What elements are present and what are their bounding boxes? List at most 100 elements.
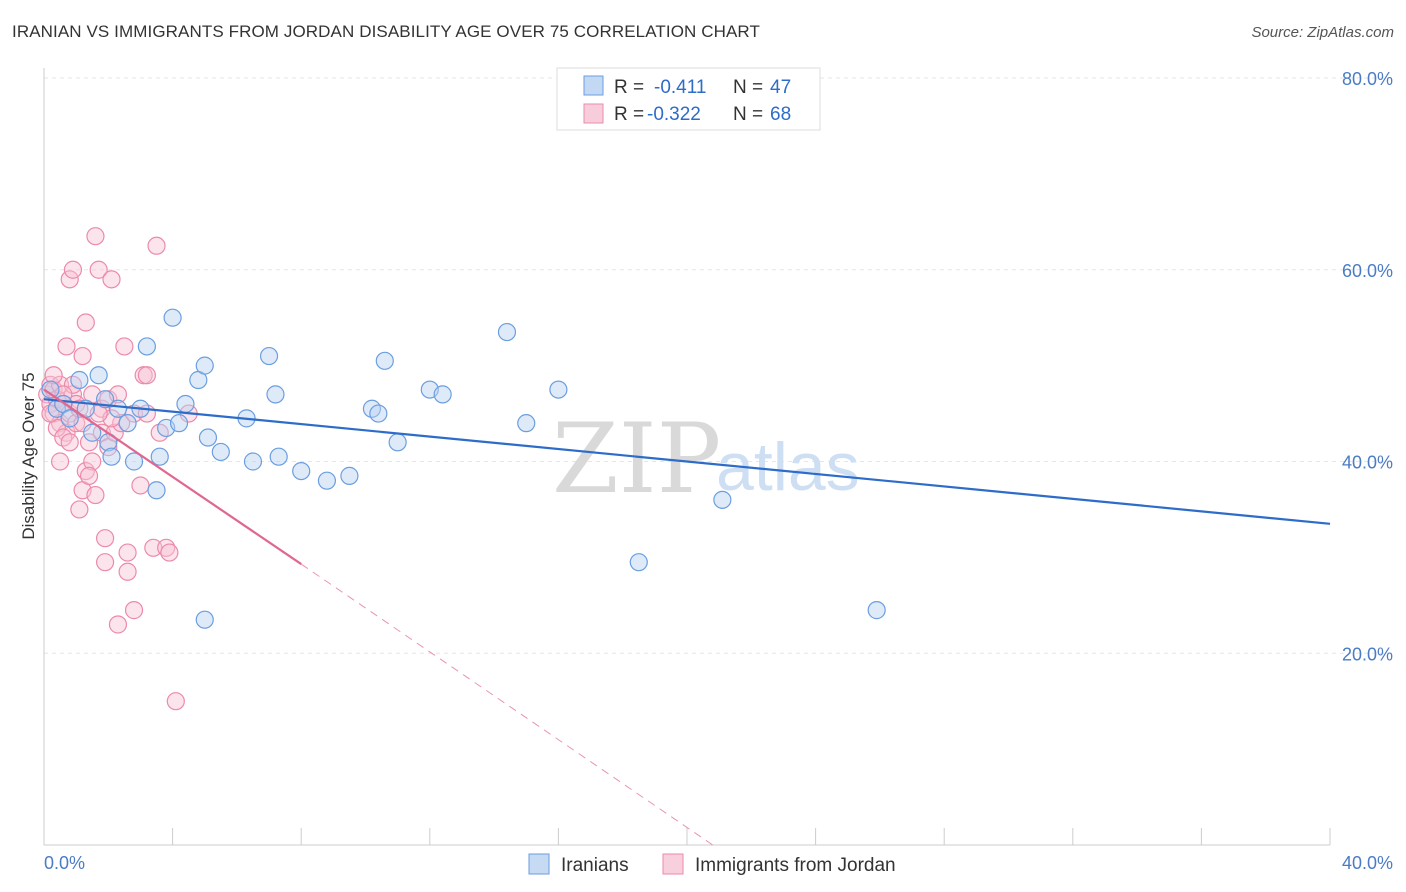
iranians-point [433,385,452,404]
iranians-point [629,553,648,572]
jordan-point [73,346,92,366]
iranians-point [340,466,359,485]
legend-r-value-iranians: -0.411 [654,77,706,98]
legend-swatch-iranians [583,75,604,96]
legend-r-label-iranians: R = [614,77,644,98]
watermark-zip: ZIP [552,403,721,515]
jordan-point [95,529,115,548]
iranians-point [713,490,732,509]
jordan-point [166,692,185,711]
iranians-point [292,461,311,481]
iranians-point [388,433,407,452]
y-tick-label: 40.0% [1342,453,1393,473]
iranians-point [198,428,218,447]
correlation-legend: R = -0.411 N = 47 R = -0.322 N = 68 [556,67,821,131]
jordan-point [60,270,79,289]
jordan-point [147,236,166,255]
jordan-point [57,337,76,356]
iranians-point [41,380,60,399]
iranians-point [147,481,166,500]
jordan-point [44,366,63,385]
iranians-point [211,442,230,462]
jordan-point [86,227,105,246]
jordan-point [60,433,79,452]
jordan-point [137,366,156,385]
chart-title: IRANIAN VS IMMIGRANTS FROM JORDAN DISABI… [12,22,760,41]
iranians-point [169,414,189,433]
jordan-point [89,260,108,279]
legend-swatch-jordan-bottom [662,853,684,875]
jordan-point [108,615,128,634]
watermark: ZIP atlas [552,403,860,515]
y-axis-title: Disability Age Over 75 [19,372,38,539]
jordan-point [160,543,179,562]
jordan-point [102,270,121,289]
legend-swatch-iranians-bottom [528,853,550,875]
jordan-point [157,538,176,557]
iranians-point [118,414,137,433]
iranians-point [549,380,568,399]
iranians-point [102,447,121,466]
jordan-point [57,423,76,442]
jordan-point [131,476,150,495]
jordan-point [118,562,137,581]
iranians-point [867,601,886,620]
trend-lines [43,388,1331,846]
jordan-point [70,500,89,519]
iranians-point [195,610,214,629]
iranians-point [517,414,536,433]
iranians-point [150,447,169,466]
iranians-point [89,366,108,385]
y-tick-label: 60.0% [1342,261,1393,281]
source-label: Source: ZipAtlas.com [1251,24,1394,41]
iranians-point [266,385,285,404]
jordan-point [86,485,105,505]
jordan-point [79,466,99,485]
legend-r-label-jordan: R = [614,104,644,125]
jordan-point [95,553,115,572]
iranians-point [243,452,263,471]
jordan-point [76,313,95,332]
axes [43,68,1331,846]
legend-label-iranians: Iranians [561,855,629,876]
iranians-point [60,409,79,428]
jordan-point [50,452,70,471]
iranians-point [70,370,89,390]
jordan-point [63,260,83,279]
y-tick-label: 80.0% [1342,69,1393,89]
jordan-point [50,375,70,394]
iranians-point [95,390,115,409]
iranians-point [83,423,102,442]
iranians-point [375,351,394,370]
iranians-point [317,471,337,490]
iranians-point [269,447,288,466]
iranians-point [108,399,128,418]
trend-line-jordan [43,388,302,565]
jordan-point [124,601,144,620]
legend-n-label-jordan: N = [733,104,763,125]
legend-r-value-jordan: -0.322 [647,104,701,125]
grid-lines [44,77,1392,654]
jordan-point [50,414,70,433]
x-tick-label-min: 0.0% [44,853,85,873]
legend-label-jordan: Immigrants from Jordan [695,855,896,876]
jordan-point [79,433,99,452]
iranians-point [497,322,517,342]
legend-swatch-jordan [583,103,604,124]
jordan-point [112,414,131,433]
x-tick-labels: 0.0% 40.0% [44,853,1393,873]
y-tick-label: 20.0% [1342,644,1393,664]
jordan-point [118,543,137,562]
series-jordan-points [38,227,198,711]
iranians-point [163,308,182,327]
iranians-point [137,337,156,356]
jordan-point [83,452,102,471]
iranians-point [369,404,388,423]
legend-n-value-jordan: 68 [770,104,791,125]
iranians-point [176,394,195,414]
jordan-point [76,461,95,481]
series-legend: Iranians Immigrants from Jordan [528,853,896,876]
iranians-point [259,346,279,366]
trend-line-iranians [43,398,1331,525]
